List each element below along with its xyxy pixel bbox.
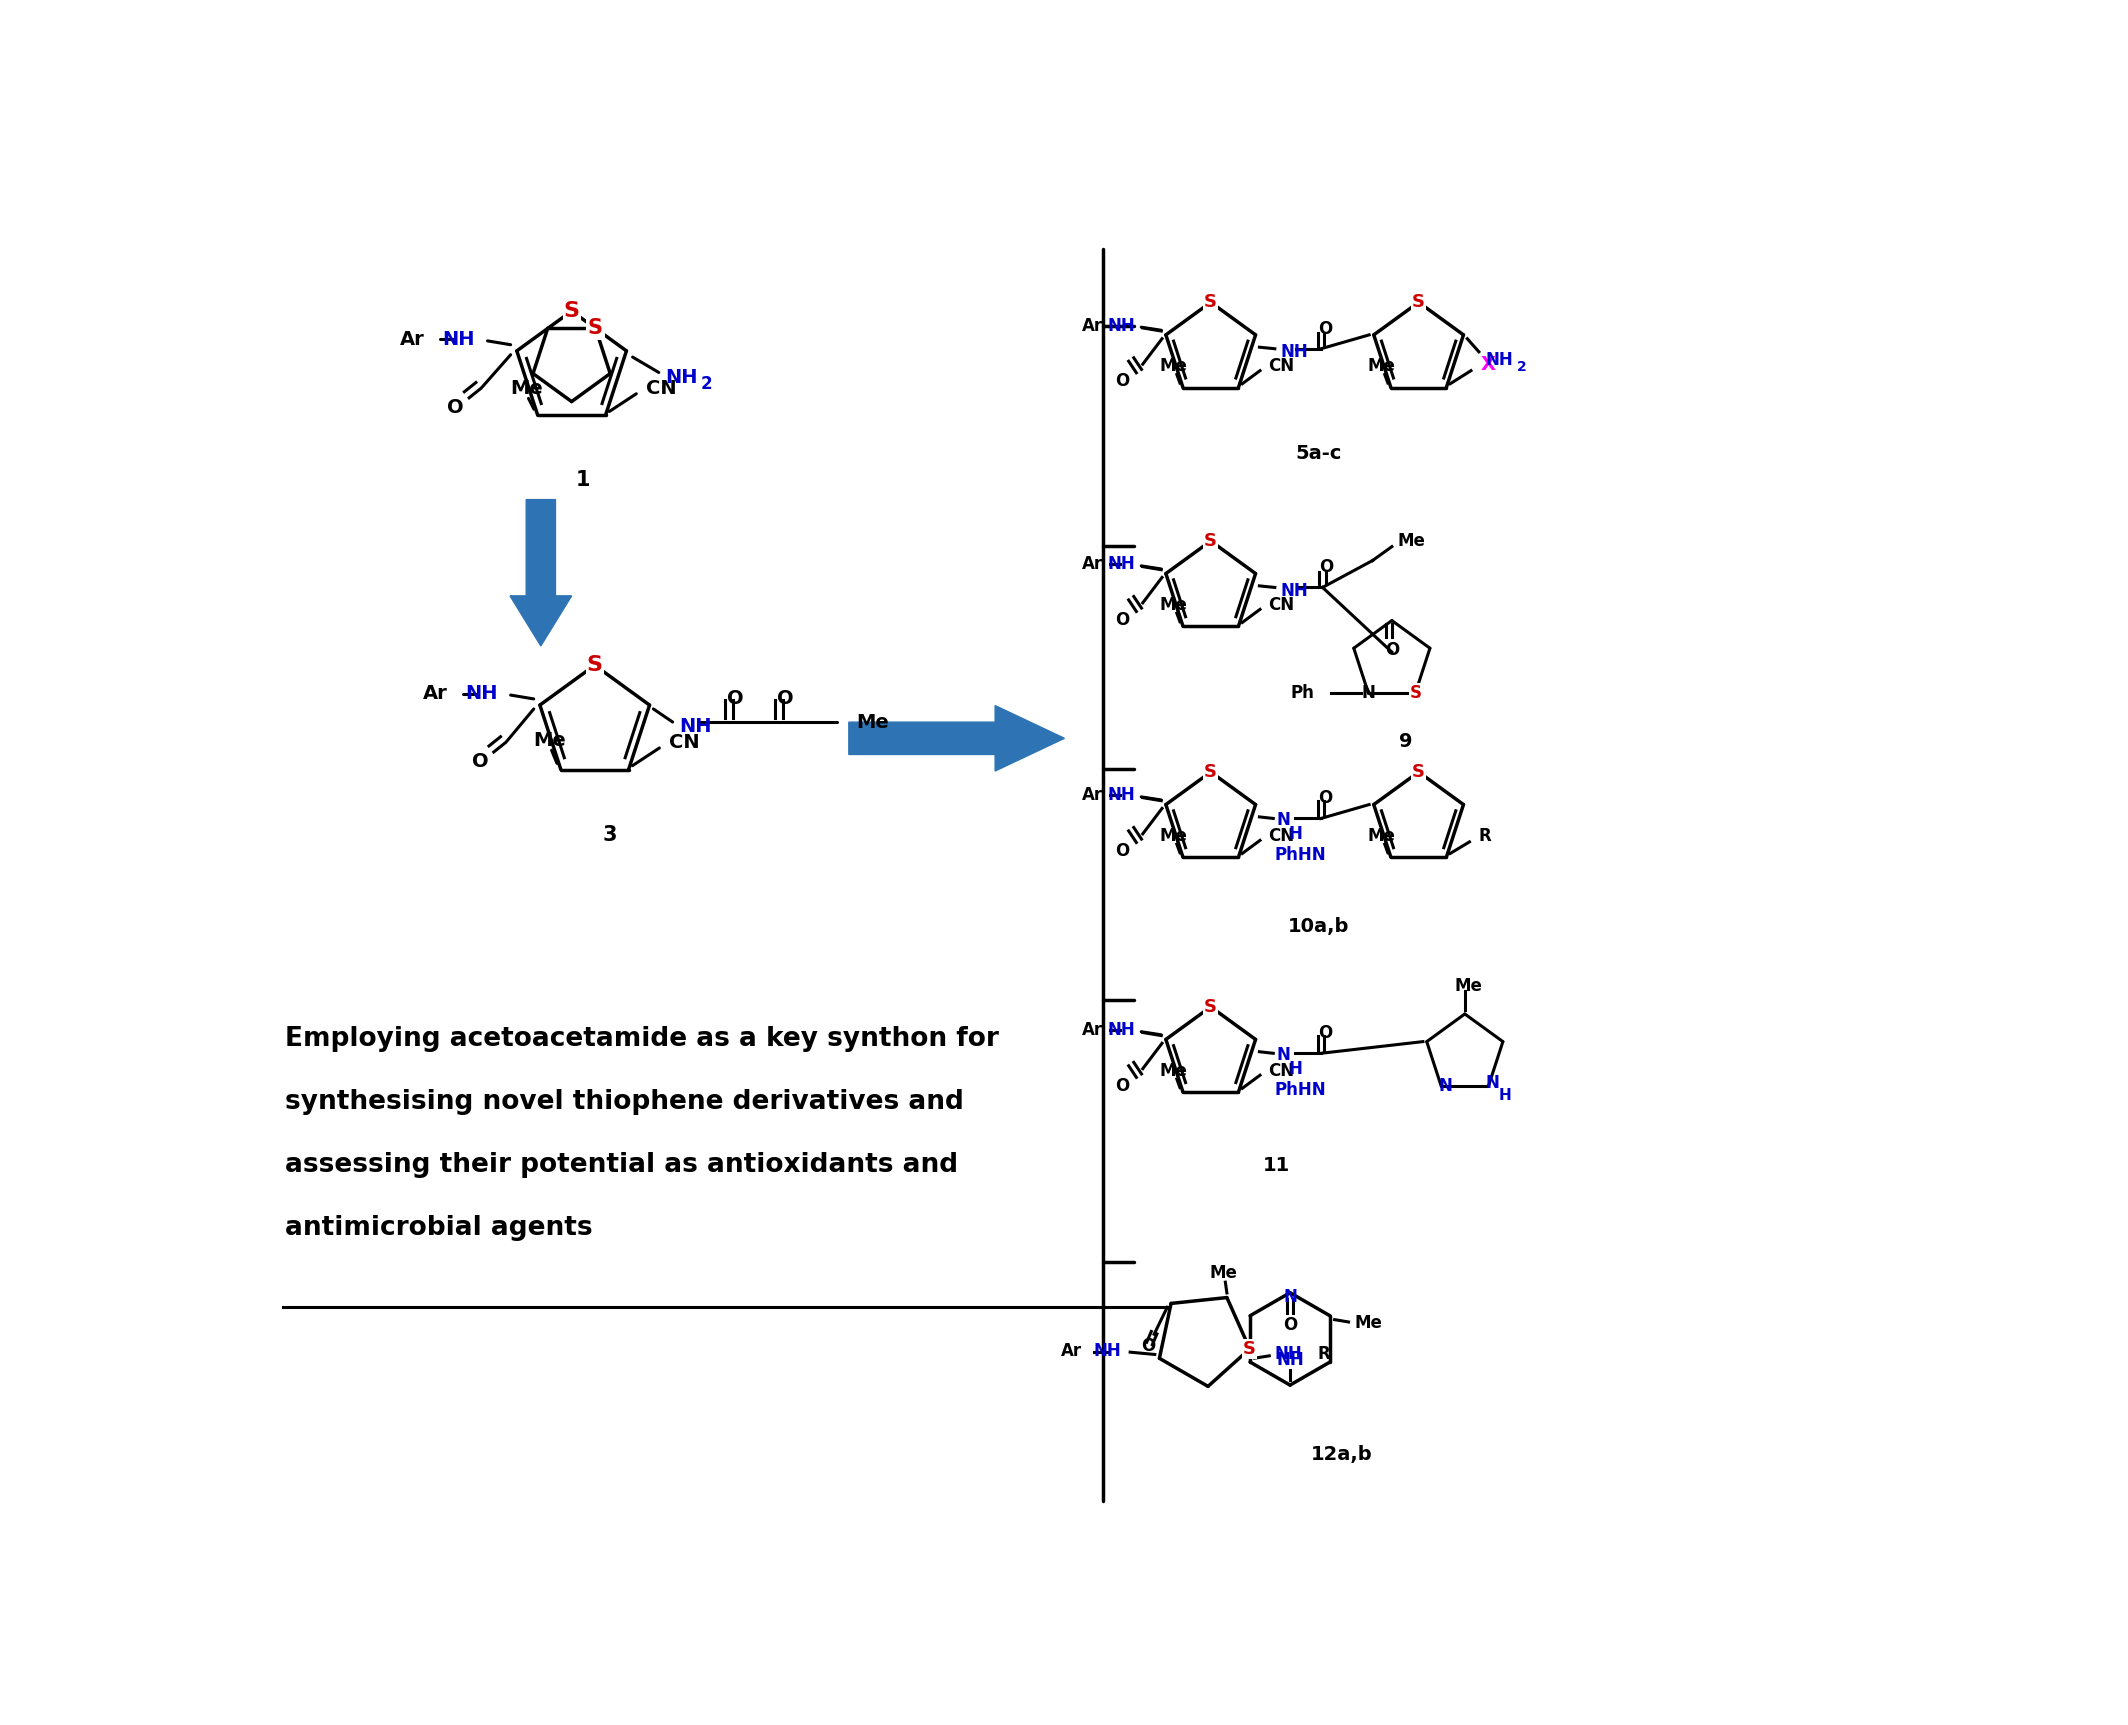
Text: S: S <box>1204 997 1217 1016</box>
Text: Me: Me <box>1160 357 1187 374</box>
Text: synthesising novel thiophene derivatives and: synthesising novel thiophene derivatives… <box>285 1088 964 1114</box>
Text: 3: 3 <box>602 825 617 845</box>
Text: O: O <box>1115 1076 1130 1095</box>
Text: 5a-c: 5a-c <box>1296 443 1343 462</box>
Text: Ar: Ar <box>400 329 423 348</box>
Text: Ar: Ar <box>1081 787 1102 804</box>
Text: N: N <box>1439 1078 1451 1095</box>
Text: 9: 9 <box>1398 731 1413 750</box>
Text: Me: Me <box>532 731 566 750</box>
Text: NH: NH <box>1281 343 1309 361</box>
Text: O: O <box>726 690 743 709</box>
Text: assessing their potential as antioxidants and: assessing their potential as antioxidant… <box>285 1152 958 1178</box>
Text: N: N <box>1362 685 1375 702</box>
Text: NH: NH <box>1281 581 1309 600</box>
Text: CN: CN <box>668 733 700 752</box>
Text: O: O <box>1317 319 1332 338</box>
Text: S: S <box>1204 531 1217 550</box>
Text: Me: Me <box>1160 1061 1187 1080</box>
Text: NH: NH <box>443 329 475 348</box>
Text: Employing acetoacetamide as a key synthon for: Employing acetoacetamide as a key syntho… <box>285 1026 998 1052</box>
Text: H: H <box>1290 825 1302 844</box>
Text: CN: CN <box>1268 1061 1294 1080</box>
Text: PhHN: PhHN <box>1275 847 1326 864</box>
Text: O: O <box>1141 1337 1156 1354</box>
Text: NH: NH <box>1107 1021 1134 1038</box>
Text: Me: Me <box>1368 357 1396 374</box>
Text: Ph: Ph <box>1290 685 1315 702</box>
Text: O: O <box>1283 1316 1298 1333</box>
Text: S: S <box>1204 293 1217 310</box>
Text: S: S <box>587 656 602 674</box>
Text: S: S <box>1413 762 1426 781</box>
Text: CN: CN <box>1268 357 1294 374</box>
Text: 11: 11 <box>1262 1156 1290 1175</box>
Text: S: S <box>1413 293 1426 310</box>
Text: S: S <box>587 317 602 338</box>
Text: antimicrobial agents: antimicrobial agents <box>285 1214 594 1240</box>
Text: O: O <box>1115 842 1130 859</box>
Text: Me: Me <box>511 380 543 398</box>
Text: 12a,b: 12a,b <box>1311 1446 1373 1465</box>
Text: 10a,b: 10a,b <box>1287 918 1349 937</box>
Text: O: O <box>447 397 464 417</box>
Text: R: R <box>1317 1346 1330 1363</box>
Text: Ar: Ar <box>1062 1342 1083 1359</box>
Text: 1: 1 <box>577 471 589 490</box>
Text: O: O <box>1317 790 1332 807</box>
Text: R: R <box>1479 826 1492 845</box>
Text: Me: Me <box>1209 1264 1236 1282</box>
Text: Ar: Ar <box>1081 317 1102 335</box>
Text: NH: NH <box>1107 555 1134 573</box>
Text: Me: Me <box>855 712 890 731</box>
Text: Me: Me <box>1160 826 1187 845</box>
Text: 2: 2 <box>1517 361 1528 374</box>
Text: NH: NH <box>466 685 498 704</box>
Text: S: S <box>1409 685 1422 702</box>
Text: Me: Me <box>1356 1314 1383 1332</box>
Text: O: O <box>1317 1025 1332 1042</box>
Text: NH: NH <box>1485 350 1513 369</box>
Text: Me: Me <box>1398 533 1426 550</box>
Text: H: H <box>1498 1088 1511 1102</box>
Text: N: N <box>1283 1287 1296 1306</box>
Text: O: O <box>1115 373 1130 390</box>
Text: PhHN: PhHN <box>1275 1082 1326 1099</box>
Text: CN: CN <box>1268 595 1294 614</box>
Text: NH: NH <box>1277 1351 1304 1370</box>
Text: N: N <box>1277 1045 1290 1064</box>
Text: S: S <box>1243 1340 1256 1358</box>
Text: H: H <box>1290 1059 1302 1078</box>
Text: Ar: Ar <box>1081 1021 1102 1038</box>
Text: O: O <box>1319 559 1334 576</box>
Text: Me: Me <box>1160 595 1187 614</box>
Text: Ar: Ar <box>1081 555 1102 573</box>
Text: O: O <box>1115 611 1130 630</box>
Text: O: O <box>472 752 487 771</box>
Text: NH: NH <box>664 369 698 388</box>
Text: NH: NH <box>1094 1342 1121 1359</box>
FancyArrow shape <box>849 706 1064 771</box>
Text: 2: 2 <box>700 374 713 393</box>
Text: O: O <box>1385 640 1398 659</box>
Text: N: N <box>1277 811 1290 830</box>
Text: NH: NH <box>1107 317 1134 335</box>
Text: NH: NH <box>1275 1346 1302 1363</box>
Text: S: S <box>1204 762 1217 781</box>
Text: N: N <box>1485 1073 1498 1092</box>
Text: Ar: Ar <box>423 685 447 704</box>
Text: S: S <box>564 302 579 321</box>
Text: CN: CN <box>645 380 677 398</box>
Text: Me: Me <box>1456 978 1483 995</box>
FancyArrow shape <box>511 500 572 645</box>
Text: O: O <box>777 690 794 709</box>
Text: CN: CN <box>1268 826 1294 845</box>
Text: X: X <box>1481 355 1496 374</box>
Text: Me: Me <box>1368 826 1396 845</box>
Text: NH: NH <box>679 718 711 737</box>
Text: NH: NH <box>1107 787 1134 804</box>
